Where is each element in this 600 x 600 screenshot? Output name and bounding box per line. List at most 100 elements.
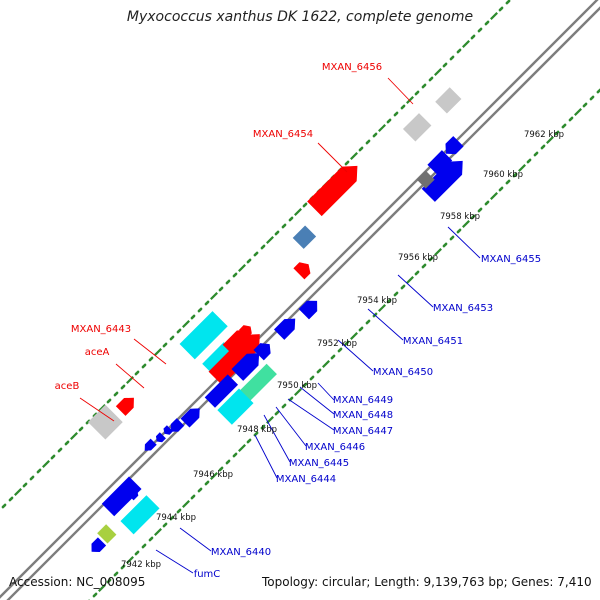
gene-red-middle-feature[interactable] xyxy=(293,262,311,280)
gene-mxan-6451-feature[interactable] xyxy=(253,343,271,361)
gene-label-mxan-6450[interactable]: MXAN_6450 xyxy=(373,367,433,378)
gene-mxan-6454-feature[interactable] xyxy=(292,225,317,249)
scale-track-inner-minor-tick xyxy=(309,375,315,381)
gene-mxan-6447-feature[interactable] xyxy=(217,388,254,425)
scale-track-inner-minor-tick xyxy=(134,550,140,556)
scale-track-outer-major-tick xyxy=(70,432,78,440)
gene-mxan-6456-feature[interactable] xyxy=(307,165,358,217)
scale-track-outer-minor-tick xyxy=(498,6,504,12)
scale-track-inner-minor-tick xyxy=(421,263,427,269)
scale-track-outer-minor-tick xyxy=(190,314,196,320)
gene-blue-bottom-small-feature[interactable] xyxy=(124,486,139,501)
scale-track-inner-major-tick xyxy=(238,444,246,452)
scale-track-outer-minor-tick xyxy=(64,440,70,446)
scale-track-inner-minor-tick xyxy=(288,396,294,402)
gene-features[interactable] xyxy=(87,87,464,553)
scale-track-inner-minor-tick xyxy=(358,326,364,332)
gene-grey-left-feature[interactable] xyxy=(87,404,123,440)
scale-label-7954-kbp: 7954 kbp xyxy=(357,296,397,306)
scale-track-outer-minor-tick xyxy=(393,111,399,117)
scale-track-outer-minor-tick xyxy=(22,482,28,488)
gene-label-mxan-6448[interactable]: MXAN_6448 xyxy=(333,410,393,421)
gene-mxan-6450-feature[interactable] xyxy=(231,353,260,381)
scale-track-outer-major-tick xyxy=(434,68,442,76)
gene-label-mxan-6456[interactable]: MXAN_6456 xyxy=(322,62,382,73)
gene-label-aceb[interactable]: aceB xyxy=(55,381,80,392)
gene-blue-top-2-feature[interactable] xyxy=(445,136,464,155)
scale-track-inner-minor-tick xyxy=(428,256,434,262)
scale-track-inner-minor-tick xyxy=(197,487,203,493)
gene-label-mxan-6440[interactable]: MXAN_6440 xyxy=(211,547,271,558)
gene-mxan-6444c-feature[interactable] xyxy=(144,438,157,451)
gene-mxan-6445-feature[interactable] xyxy=(170,418,185,432)
gene-mxan-6440-feature[interactable] xyxy=(120,495,160,535)
gene-mxan-6453-feature[interactable] xyxy=(273,318,296,340)
leader-line-mxan-6447 xyxy=(287,398,335,431)
scale-track-inner-minor-tick xyxy=(169,515,175,521)
scale-track-outer-minor-tick xyxy=(484,20,490,26)
gene-label-mxan-6445[interactable]: MXAN_6445 xyxy=(289,458,349,469)
scale-track-outer-minor-tick xyxy=(386,118,392,124)
scale-label-7960-kbp: 7960 kbp xyxy=(483,170,523,180)
scale-track-outer-major-tick xyxy=(350,152,358,160)
gene-label-mxan-6455[interactable]: MXAN_6455 xyxy=(481,254,541,265)
gene-mxan-6443-feature[interactable] xyxy=(179,311,228,360)
scale-track-inner-minor-tick xyxy=(456,228,462,234)
gene-mxan-6444-feature[interactable] xyxy=(163,425,173,435)
scale-track-outer-minor-tick xyxy=(85,419,91,425)
gene-grey-small-feature[interactable] xyxy=(416,170,435,189)
scale-track-inner-minor-tick xyxy=(505,179,511,185)
gene-red-left-feature[interactable] xyxy=(115,397,134,416)
scale-track-outer-minor-tick xyxy=(344,160,350,166)
gene-label-mxan-6451[interactable]: MXAN_6451 xyxy=(403,336,463,347)
scale-track-outer-minor-tick xyxy=(253,251,259,257)
scale-track-outer-major-tick xyxy=(238,264,246,272)
gene-label-mxan-6454[interactable]: MXAN_6454 xyxy=(253,129,313,140)
scale-track-inner-major-tick xyxy=(182,500,190,508)
scale-track-inner-minor-tick xyxy=(561,123,567,129)
scale-track-inner-minor-tick xyxy=(113,571,119,577)
scale-track-outer-minor-tick xyxy=(246,258,252,264)
gene-label-mxan-6449[interactable]: MXAN_6449 xyxy=(333,395,393,406)
leader-line-mxan-6454 xyxy=(317,142,348,173)
gene-blue-edge-feature[interactable] xyxy=(91,537,107,553)
gene-label-mxan-6447[interactable]: MXAN_6447 xyxy=(333,426,393,437)
scale-track-inner-major-tick xyxy=(154,528,162,536)
gene-label-mxan-6443[interactable]: MXAN_6443 xyxy=(71,324,131,335)
gene-mxan-6455-feature[interactable] xyxy=(298,300,318,320)
gene-label-mxan-6446[interactable]: MXAN_6446 xyxy=(305,442,365,453)
gene-mxan-6448-feature[interactable] xyxy=(204,374,239,408)
gene-grey-top-small-feature[interactable] xyxy=(435,87,462,114)
gene-fumc-feature[interactable] xyxy=(97,524,117,544)
gene-blue-bottom-feature[interactable] xyxy=(101,476,142,517)
scale-track-outer-major-tick xyxy=(182,320,190,328)
scale-track-inner-major-tick xyxy=(462,220,470,228)
gene-labels[interactable]: MXAN_6456 MXAN_6454 MXAN_6443 aceA aceB MXAN_… xyxy=(55,62,541,580)
gene-mxan-6446-feature[interactable] xyxy=(180,408,200,428)
gene-label-acea[interactable]: aceA xyxy=(85,347,110,358)
scale-track-outer-minor-tick xyxy=(232,272,238,278)
leader-line-acea xyxy=(115,363,145,389)
scale-track-outer-major-tick xyxy=(14,488,22,496)
scale-track-outer-major-tick xyxy=(490,12,498,20)
scale-track-outer-minor-tick xyxy=(281,223,287,229)
scale-track-inner-minor-tick xyxy=(330,354,336,360)
scale-track-inner-minor-tick xyxy=(162,522,168,528)
scale-track-outer-major-tick xyxy=(462,40,470,48)
scale-track-inner-minor-tick xyxy=(176,508,182,514)
scale-track-outer-minor-tick xyxy=(274,230,280,236)
gene-label-mxan-6453[interactable]: MXAN_6453 xyxy=(433,303,493,314)
gene-blue-top-3-feature[interactable] xyxy=(427,150,453,176)
gene-label-fumc[interactable]: fumC xyxy=(194,569,221,580)
scale-track-inner-minor-tick xyxy=(449,235,455,241)
gene-grey-top-feature[interactable] xyxy=(402,113,432,142)
gene-label-mxan-6444[interactable]: MXAN_6444 xyxy=(276,474,336,485)
scale-track-outer-minor-tick xyxy=(428,76,434,82)
scale-track-outer-major-tick xyxy=(266,236,274,244)
gene-mxan-6444b-feature[interactable] xyxy=(155,432,166,443)
scale-track-inner-major-tick xyxy=(210,472,218,480)
